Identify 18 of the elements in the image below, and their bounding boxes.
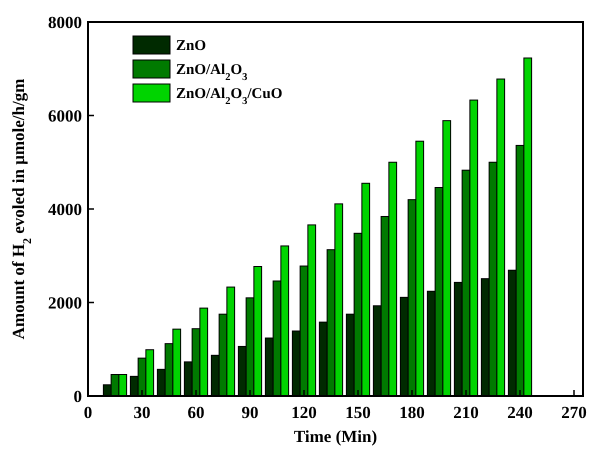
x-tick-label: 240 bbox=[507, 403, 533, 422]
legend-label: ZnO/Al$_{2}$O$_{3}$ bbox=[176, 62, 248, 82]
y-tick-label: 2000 bbox=[48, 294, 82, 312]
x-tick-label: 120 bbox=[291, 403, 317, 422]
x-tick-label: 90 bbox=[242, 403, 258, 422]
x-tick-label: 270 bbox=[561, 403, 587, 422]
x-tick-label: 30 bbox=[134, 403, 150, 422]
legend-label: ZnO bbox=[176, 38, 206, 54]
x-axis-title: Time (Min) bbox=[294, 427, 378, 446]
y-tick-label: 4000 bbox=[48, 200, 82, 219]
x-tick-label: 210 bbox=[453, 403, 479, 422]
y-tick-label: 6000 bbox=[48, 106, 82, 126]
x-tick-label: 150 bbox=[345, 403, 371, 422]
legend-label: ZnO/Al$_{2}$O$_{3}$/CuO bbox=[176, 86, 282, 106]
y-tick-label: 8000 bbox=[48, 13, 82, 32]
x-tick-label: 180 bbox=[399, 403, 425, 422]
y-tick-label: 0 bbox=[74, 387, 82, 406]
x-tick-label: 60 bbox=[188, 403, 204, 422]
